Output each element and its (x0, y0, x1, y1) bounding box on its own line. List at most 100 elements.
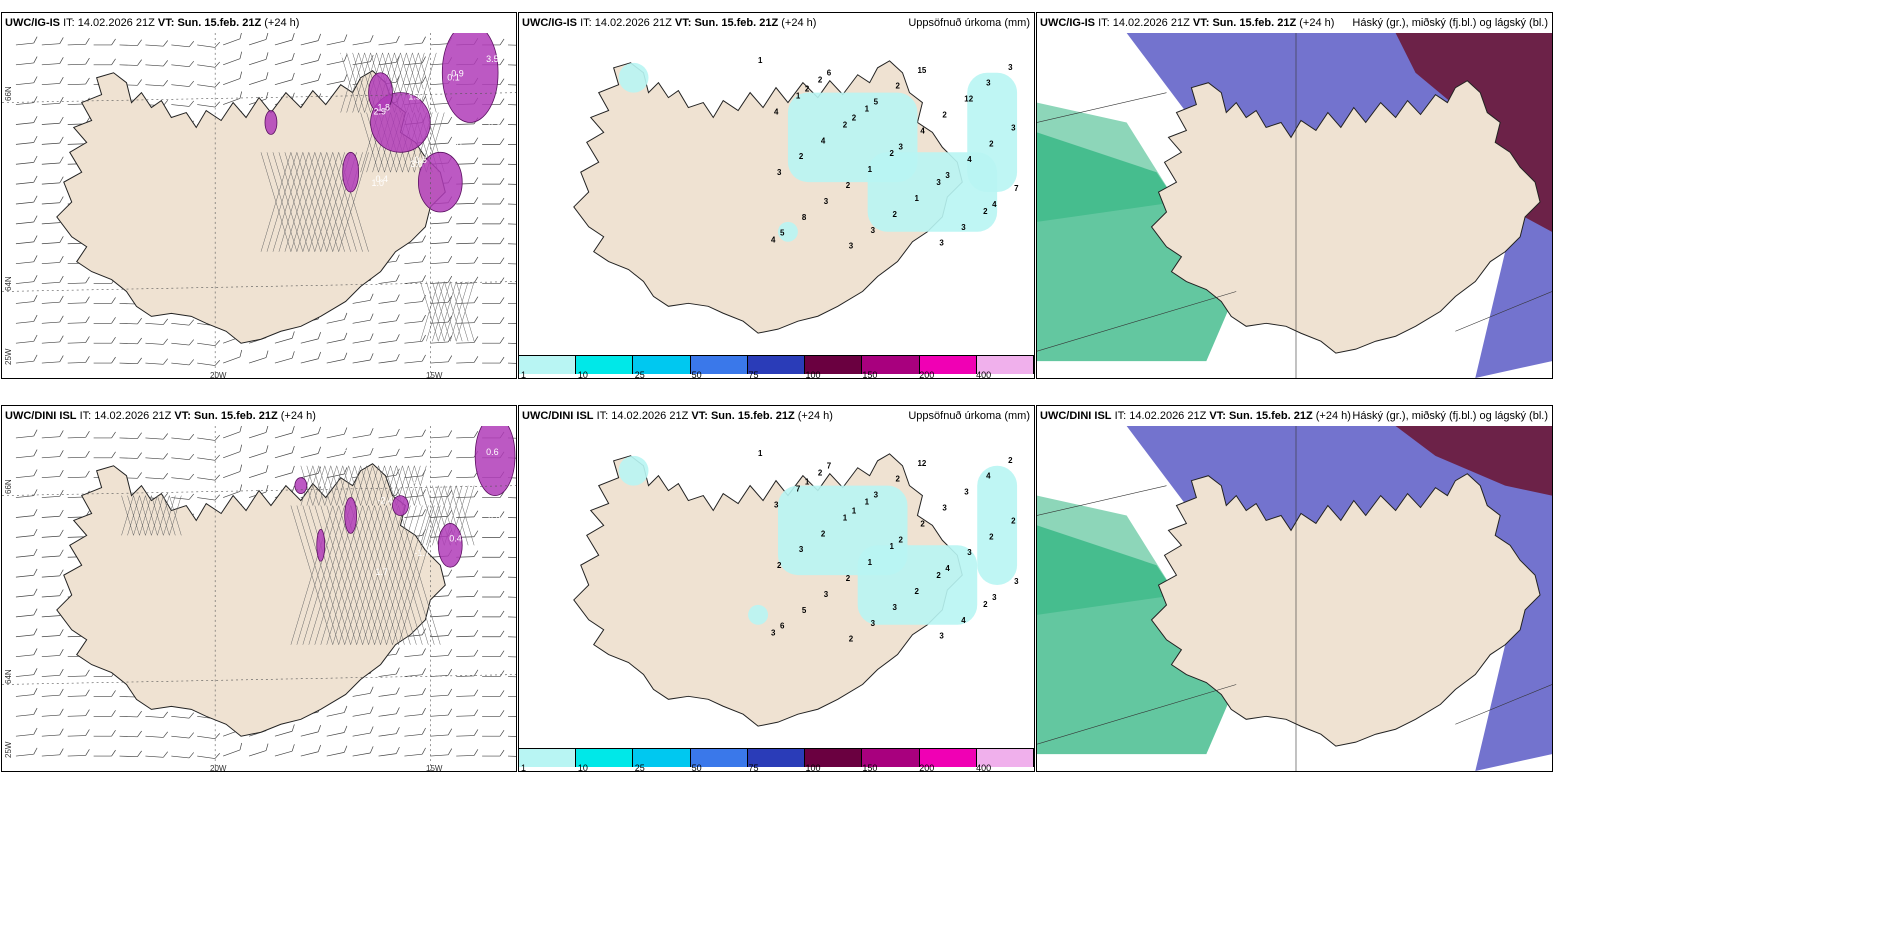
temp-contour (342, 151, 360, 193)
wind-barb-shaft (508, 283, 516, 285)
wind-barb-feather (447, 489, 453, 497)
wind-barb-feather (265, 465, 269, 473)
wind-barb (404, 648, 426, 658)
wind-barb-feather (265, 350, 269, 358)
wind-barb-shaft (223, 431, 241, 439)
wind-barb-feather (163, 453, 168, 460)
wind-barb (508, 636, 516, 638)
wind-barb (223, 71, 243, 86)
wind-barb-feather (421, 255, 426, 262)
hatch-line (450, 281, 469, 342)
wind-barb-feather (447, 275, 453, 283)
hatch-line (266, 152, 298, 252)
wind-barb-feather (499, 610, 505, 618)
wind-barb-shaft (197, 477, 216, 481)
wind-barb-shaft (223, 356, 241, 364)
precip-label: 1 (758, 449, 763, 458)
wind-barb-shaft (15, 475, 34, 479)
colorbar-swatch (976, 749, 1034, 767)
wind-barb-shaft (456, 322, 475, 324)
wind-barb-shaft (248, 39, 267, 46)
wind-barb-shaft (378, 435, 397, 439)
wind-barb (508, 755, 516, 758)
hatch-line (290, 505, 333, 645)
wind-barb-feather (395, 468, 400, 476)
precip-label: 6 (780, 622, 785, 631)
wind-barb-shaft (171, 362, 190, 366)
wind-barb (508, 104, 516, 106)
wind-barb-feather (111, 317, 116, 324)
wind-barb (119, 39, 142, 46)
wind-barb-shaft (41, 321, 60, 324)
wind-barb (145, 473, 168, 480)
wind-barb-shaft (404, 435, 423, 439)
panel-field-title: Háský (gr.), miðský (fj.bl.) og lágský (… (1352, 17, 1548, 29)
wind-barb-shaft (508, 362, 516, 365)
wind-barb-feather (33, 548, 38, 556)
precip-label: 3 (961, 223, 966, 232)
wind-barb (145, 338, 168, 345)
temp-label: 3.5 (486, 54, 498, 64)
wind-barb (430, 216, 453, 225)
precip-label: 2 (846, 181, 851, 190)
wind-barb (404, 668, 426, 677)
wind-barb-shaft (508, 183, 516, 186)
wind-barb-shaft (456, 262, 475, 265)
wind-barb (145, 60, 168, 67)
graticule (2, 33, 516, 378)
wind-barb-feather (499, 551, 505, 558)
wind-barb-feather (473, 276, 479, 284)
wind-barb (15, 235, 38, 245)
wind-barb-feather (111, 356, 116, 364)
wind-barb-feather (59, 77, 64, 84)
wind-barb-shaft (456, 635, 475, 638)
wind-barb (15, 489, 38, 498)
wind-barb (274, 465, 295, 479)
wind-barb (248, 72, 269, 86)
precip-label: 2 (843, 120, 848, 129)
wind-barb (508, 223, 516, 225)
wind-barb-shaft (15, 162, 34, 165)
wind-barb-feather (395, 687, 400, 695)
temperature-contours (264, 33, 499, 213)
wind-barb-feather (85, 669, 90, 677)
wind-barb-shaft (300, 433, 319, 439)
wind-barb-feather (59, 315, 64, 323)
hatch-line (306, 465, 320, 506)
colorbar-tick-label: 50 (691, 370, 702, 379)
wind-barb-feather (369, 428, 374, 435)
wind-barb (482, 650, 505, 658)
wind-barb (274, 52, 295, 66)
wind-barb (456, 236, 479, 245)
it-label: IT: (79, 410, 92, 422)
colorbar-swatch (805, 356, 863, 374)
wind-barb-feather (59, 236, 64, 243)
wind-barb (41, 335, 64, 344)
lead-time: (+24 h) (1299, 17, 1335, 29)
precip-label: 1 (865, 498, 870, 507)
wind-barb-feather (214, 359, 221, 366)
wind-barb-feather (265, 33, 269, 40)
wind-barb (508, 576, 516, 579)
wind-barb (197, 494, 221, 501)
wind-barb (456, 609, 479, 618)
precip-label: 1 (843, 513, 848, 522)
wind-barb-shaft (67, 675, 86, 677)
wind-barb-shaft (15, 181, 34, 185)
wind-barb (430, 668, 453, 677)
precip-label: 1 (868, 558, 873, 567)
wind-barb (352, 686, 374, 697)
wind-barb-shaft (15, 733, 34, 737)
wind-barb-shaft (119, 64, 138, 66)
wind-barb-feather (111, 431, 116, 439)
wind-barb-shaft (171, 715, 190, 719)
hatch-line (302, 505, 345, 645)
hatch-line (374, 505, 417, 645)
wind-barb (326, 74, 348, 86)
wind-barb (326, 34, 348, 46)
wind-barb-feather (395, 334, 400, 341)
wind-barb-feather (447, 295, 453, 303)
wind-barb-shaft (67, 755, 86, 757)
wind-barb-shaft (41, 635, 60, 638)
wind-barb-feather (447, 589, 453, 596)
